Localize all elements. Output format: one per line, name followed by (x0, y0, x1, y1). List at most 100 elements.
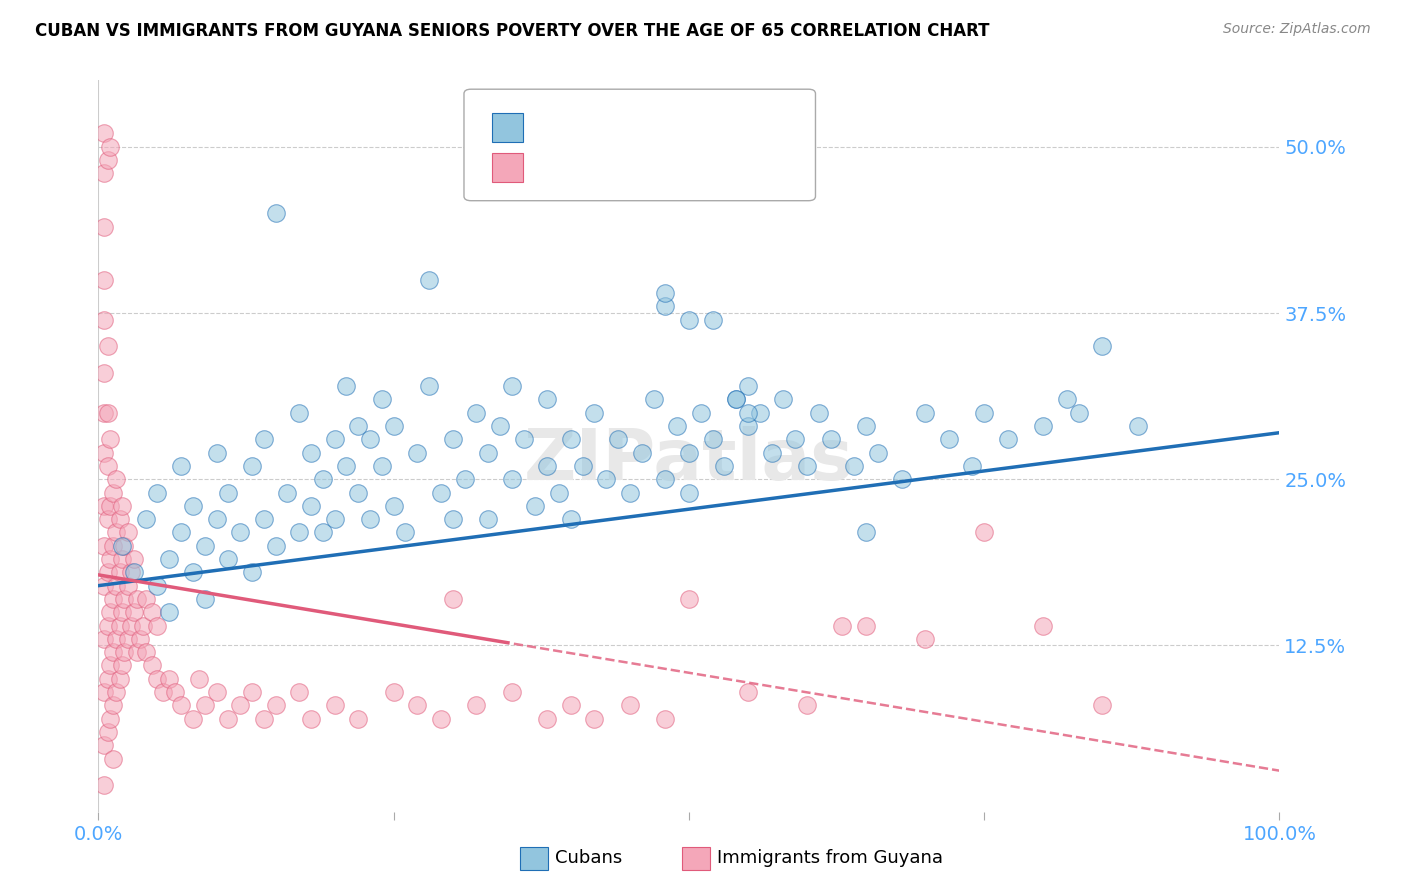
Point (240, 566, 263, 580)
Point (93, 738, 115, 752)
Point (501, 685, 523, 699)
Point (117, 525, 139, 540)
Point (678, 312, 700, 326)
Point (93, 499, 115, 513)
Point (288, 685, 311, 699)
Point (441, 433, 464, 447)
Point (146, 579, 169, 593)
Point (1032, 419, 1054, 434)
Point (121, 566, 143, 580)
Point (108, 566, 131, 580)
Point (890, 472, 912, 486)
Point (796, 698, 818, 713)
Point (666, 419, 689, 434)
Point (453, 472, 475, 486)
Point (105, 525, 128, 540)
Point (737, 406, 759, 420)
Point (141, 605, 163, 619)
Point (844, 458, 866, 473)
Point (135, 591, 157, 606)
Point (914, 406, 936, 420)
Point (441, 512, 464, 526)
Point (536, 458, 558, 473)
Point (97, 618, 120, 632)
Point (165, 685, 187, 699)
Point (276, 485, 298, 500)
Point (560, 433, 582, 447)
Point (312, 472, 335, 486)
Point (127, 645, 149, 659)
Point (98, 433, 121, 447)
Point (689, 406, 711, 420)
Point (737, 685, 759, 699)
Point (489, 419, 512, 434)
Point (93, 632, 115, 646)
Point (105, 685, 128, 699)
Text: N =: N = (636, 119, 675, 136)
Point (128, 632, 150, 646)
Point (371, 392, 394, 407)
Point (536, 712, 558, 726)
Point (855, 618, 877, 632)
Point (1091, 339, 1114, 353)
Point (347, 712, 370, 726)
Point (441, 591, 464, 606)
Point (157, 605, 180, 619)
Point (122, 566, 145, 580)
Point (571, 458, 593, 473)
Point (997, 433, 1019, 447)
Point (240, 685, 263, 699)
Point (702, 433, 724, 447)
Point (394, 525, 416, 540)
Point (101, 645, 124, 659)
Point (97, 725, 120, 739)
Point (101, 698, 124, 713)
Point (98, 140, 121, 154)
Point (93, 539, 115, 553)
Point (112, 591, 135, 606)
Point (737, 379, 759, 393)
Point (477, 445, 499, 459)
Point (973, 525, 995, 540)
Point (619, 698, 641, 713)
Point (855, 525, 877, 540)
Point (111, 605, 134, 619)
Text: 108: 108 (678, 119, 716, 136)
Point (654, 299, 676, 313)
Point (512, 433, 534, 447)
Point (170, 525, 193, 540)
Point (181, 566, 204, 580)
Point (127, 591, 149, 606)
Point (98, 712, 121, 726)
Point (702, 312, 724, 326)
Point (501, 379, 523, 393)
Point (583, 406, 606, 420)
Point (560, 512, 582, 526)
Point (205, 445, 228, 459)
Point (108, 618, 131, 632)
Point (112, 539, 135, 553)
Point (796, 458, 818, 473)
Point (335, 458, 357, 473)
Point (101, 591, 124, 606)
Point (595, 472, 617, 486)
Point (194, 698, 217, 713)
Point (101, 539, 124, 553)
Point (607, 433, 630, 447)
Point (323, 698, 346, 713)
Point (146, 618, 169, 632)
Point (524, 499, 547, 513)
Point (288, 406, 311, 420)
Point (122, 552, 145, 566)
Point (122, 605, 145, 619)
Point (111, 658, 134, 673)
Point (831, 618, 853, 632)
Text: ZIPatlas: ZIPatlas (524, 426, 853, 495)
Point (371, 458, 394, 473)
Point (132, 618, 155, 632)
Point (157, 552, 180, 566)
Point (359, 433, 381, 447)
Point (406, 698, 429, 713)
Point (108, 672, 131, 686)
Point (135, 512, 157, 526)
